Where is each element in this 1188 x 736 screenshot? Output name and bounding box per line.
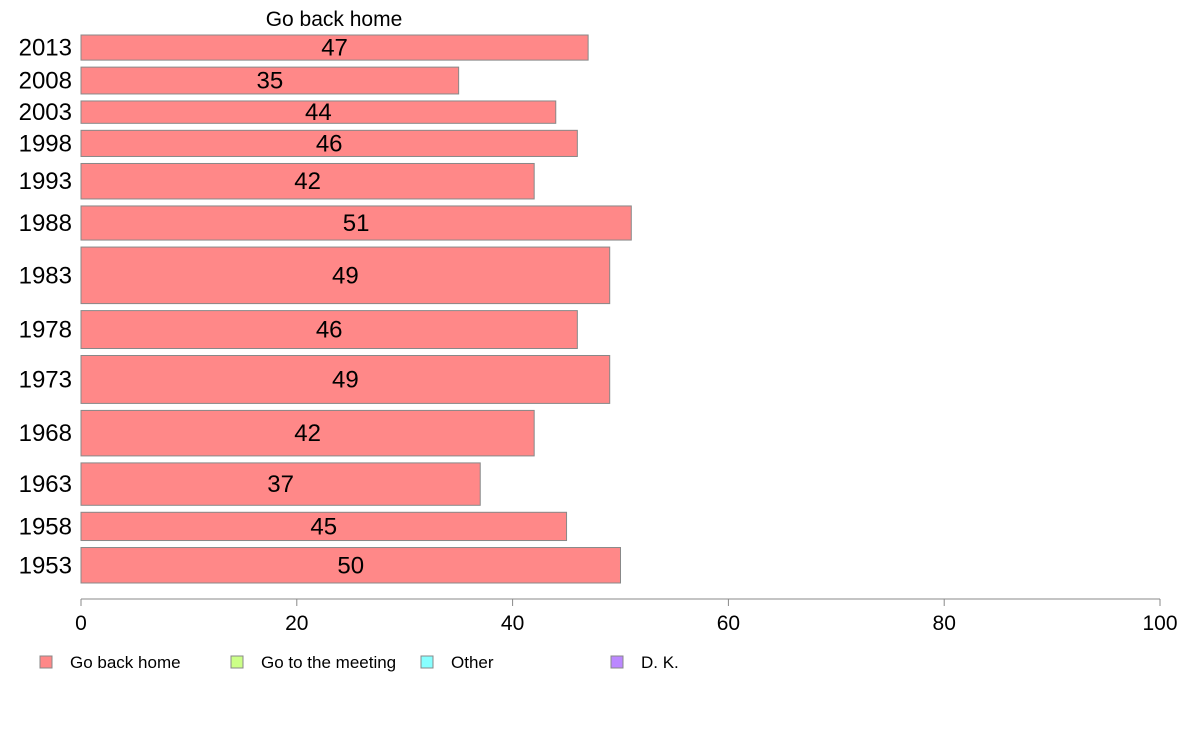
bar-value-label: 49 (332, 262, 359, 289)
legend-label: Go back home (70, 653, 181, 672)
category-label: 2003 (19, 99, 72, 126)
bar (80, 205, 632, 241)
legend-label: Go to the meeting (261, 653, 396, 672)
bar-value-label: 35 (256, 68, 283, 95)
bar (80, 129, 578, 157)
x-tick-label: 40 (501, 612, 524, 635)
bar-value-label: 46 (316, 317, 343, 344)
x-tick-label: 60 (717, 612, 740, 635)
bar (80, 100, 557, 124)
bar (80, 409, 535, 457)
bar-value-label: 46 (316, 130, 343, 157)
legend: Go back home Go to the meeting Other D. K. (39, 653, 679, 672)
category-label: 1968 (19, 420, 72, 447)
bar (80, 547, 621, 584)
bar (80, 511, 568, 542)
bar-value-label: 51 (343, 210, 370, 237)
legend-swatch (230, 655, 244, 669)
category-label: 1958 (19, 513, 72, 540)
legend-swatch (39, 655, 53, 669)
bar-value-label: 47 (321, 35, 348, 62)
x-tick-label: 80 (933, 612, 956, 635)
legend-swatch (610, 655, 624, 669)
bar (80, 462, 481, 506)
x-tick-label: 20 (285, 612, 308, 635)
bar (80, 354, 611, 404)
bars-group (80, 34, 632, 584)
category-label: 1973 (19, 366, 72, 393)
legend-label: D. K. (641, 653, 679, 672)
category-labels: 2013 2008 2003 1998 1993 1988 1983 1978 1973 1968… (19, 35, 72, 580)
x-tick-label: 0 (75, 612, 87, 635)
x-axis-ticks: 0 20 40 60 80 100 (75, 599, 1178, 635)
legend-label: Other (451, 653, 494, 672)
bar (80, 310, 578, 349)
bar-value-label: 44 (305, 99, 332, 126)
category-label: 2013 (19, 35, 72, 62)
bar-value-label: 45 (310, 513, 337, 540)
chart-title: Go back home (266, 8, 403, 31)
category-label: 1963 (19, 471, 72, 498)
bar (80, 66, 460, 95)
category-label: 1998 (19, 130, 72, 157)
bar (80, 34, 589, 61)
category-label: 1993 (19, 168, 72, 195)
category-label: 1988 (19, 210, 72, 237)
legend-swatch (420, 655, 434, 669)
bar (80, 246, 611, 305)
bar-value-label: 37 (267, 471, 294, 498)
category-label: 1978 (19, 317, 72, 344)
bar-value-label: 42 (294, 420, 321, 447)
category-label: 1983 (19, 262, 72, 289)
category-label: 1953 (19, 552, 72, 579)
bar (80, 162, 535, 200)
bar-value-label: 49 (332, 366, 359, 393)
bar-value-label: 42 (294, 168, 321, 195)
x-tick-label: 100 (1142, 612, 1177, 635)
category-label: 2008 (19, 68, 72, 95)
bar-value-label: 50 (337, 552, 364, 579)
